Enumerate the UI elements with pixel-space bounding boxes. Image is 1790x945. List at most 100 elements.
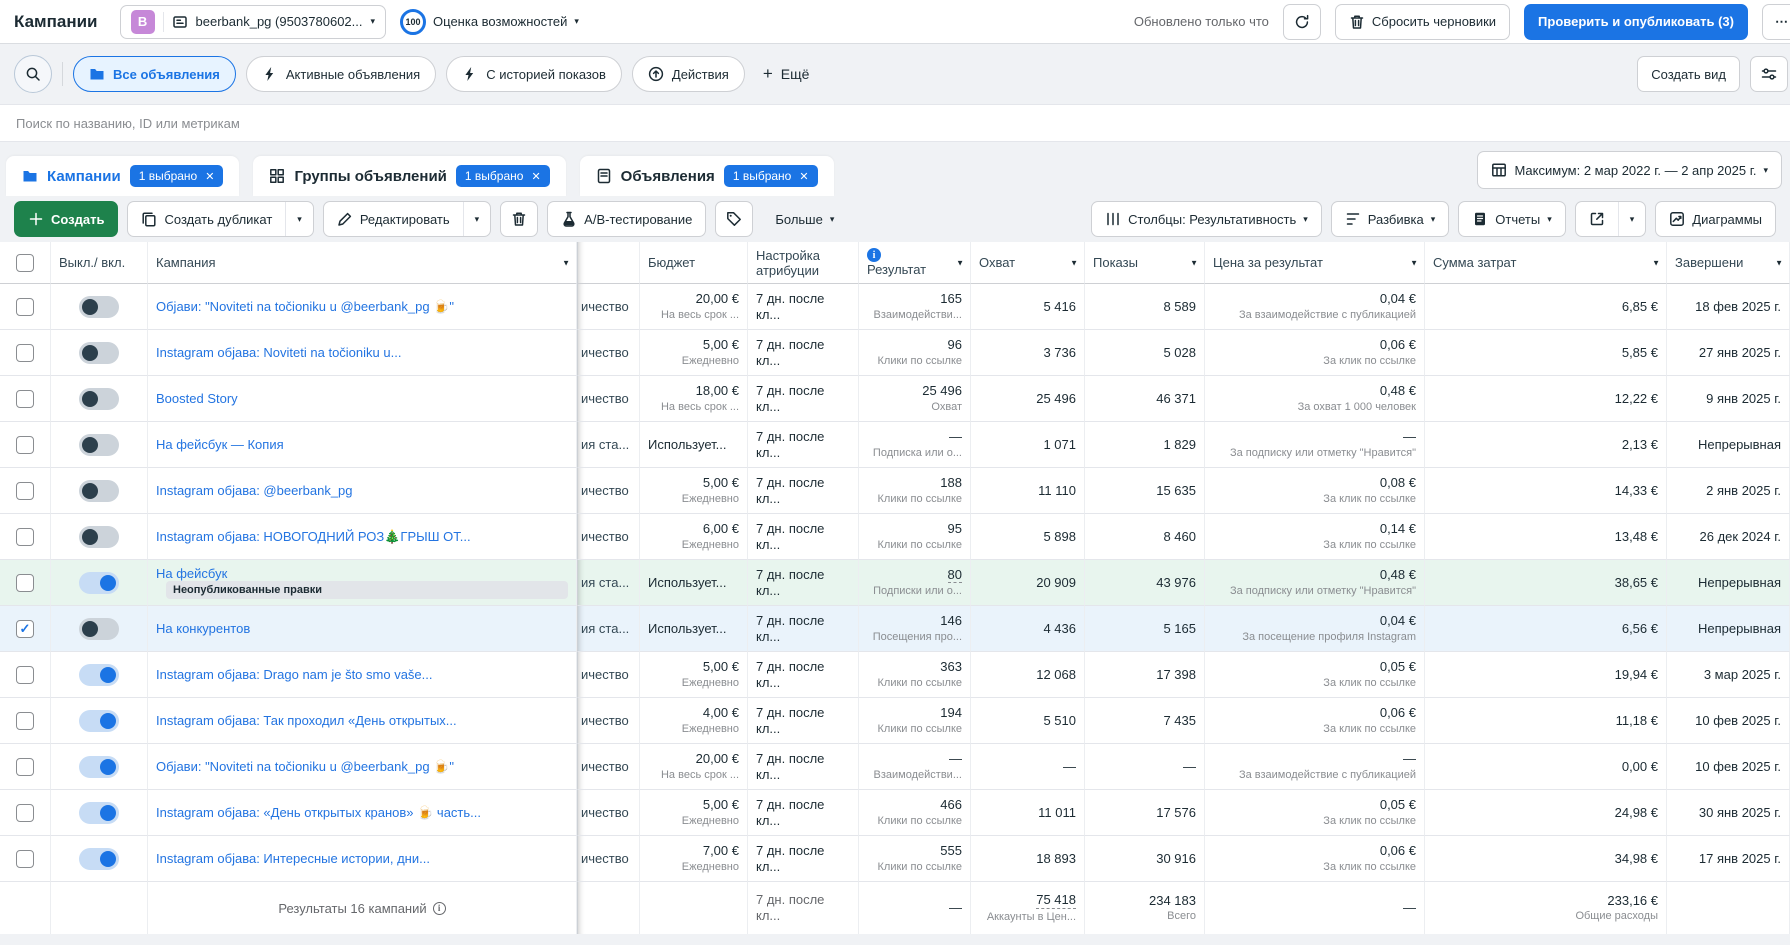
campaign-link[interactable]: Instagram објава: «День открытых кранов»… — [156, 805, 568, 821]
campaign-toggle[interactable] — [79, 526, 119, 548]
sort-icon[interactable]: ▼ — [562, 258, 570, 267]
campaign-link[interactable]: Instagram објава: Интересные истории, дн… — [156, 851, 568, 866]
filter-pill-2[interactable]: С историей показов — [446, 56, 622, 92]
header-reach[interactable]: Охват▼ — [971, 242, 1085, 284]
header-cut-column — [577, 242, 640, 284]
row-checkbox[interactable] — [16, 436, 34, 454]
filter-pill-0[interactable]: Все объявления — [73, 56, 236, 92]
sort-icon[interactable]: ▼ — [1652, 258, 1660, 267]
create-button[interactable]: Создать — [14, 201, 118, 237]
campaign-link[interactable]: Instagram објава: Так проходил «День отк… — [156, 713, 568, 728]
edit-button[interactable]: Редактировать — [324, 202, 463, 236]
campaign-link[interactable]: На конкурентов — [156, 621, 568, 636]
filter-pill-1[interactable]: Активные объявления — [246, 56, 436, 92]
row-checkbox[interactable] — [16, 390, 34, 408]
sort-icon[interactable]: ▼ — [1775, 258, 1783, 267]
campaign-link[interactable]: Објави: "Noviteti na točioniku u @beerba… — [156, 759, 568, 775]
reach-cell: 3 736 — [971, 330, 1085, 376]
tab-campaigns[interactable]: Кампании1 выбрано✕ — [6, 156, 239, 196]
filter-pill-3[interactable]: Действия — [632, 56, 745, 92]
campaign-toggle[interactable] — [79, 388, 119, 410]
campaign-link[interactable]: На фейсбук — [156, 566, 568, 581]
tab-ads[interactable]: Объявления1 выбрано✕ — [580, 156, 834, 196]
reports-button[interactable]: Отчеты ▾ — [1458, 201, 1565, 237]
cpr-cell: 0,06 €За клик по ссылке — [1205, 698, 1425, 744]
more-filters-button[interactable]: + Ещё — [755, 64, 818, 84]
tag-button[interactable] — [715, 201, 753, 237]
campaign-link[interactable]: Instagram објава: @beerbank_pg — [156, 483, 568, 498]
campaign-link[interactable]: Instagram објава: Drago nam je što smo v… — [156, 667, 568, 682]
row-checkbox[interactable] — [16, 298, 34, 316]
header-end[interactable]: Завершени▼ — [1667, 242, 1790, 284]
campaign-toggle[interactable] — [79, 434, 119, 456]
campaign-toggle[interactable] — [79, 296, 119, 318]
header-campaign[interactable]: Кампания▼ — [148, 242, 577, 284]
campaign-link[interactable]: Instagram објава: Noviteti na točioniku … — [156, 345, 568, 360]
delete-button[interactable] — [500, 201, 538, 237]
campaign-toggle[interactable] — [79, 618, 119, 640]
sort-icon[interactable]: ▼ — [1070, 258, 1078, 267]
refresh-button[interactable] — [1283, 4, 1321, 40]
campaign-toggle[interactable] — [79, 710, 119, 732]
campaign-link[interactable]: На фейсбук — Копия — [156, 437, 568, 452]
search-input[interactable] — [0, 105, 1790, 141]
publish-button[interactable]: Проверить и опубликовать (3) — [1524, 4, 1748, 40]
duplicate-button[interactable]: Создать дубликат — [128, 202, 285, 236]
export-dropdown-button[interactable]: ▾ — [1619, 202, 1646, 236]
discard-drafts-button[interactable]: Сбросить черновики — [1335, 4, 1510, 40]
sort-icon[interactable]: ▼ — [1410, 258, 1418, 267]
row-checkbox[interactable] — [16, 758, 34, 776]
chevron-down-icon: ▾ — [1303, 215, 1308, 224]
row-checkbox[interactable] — [16, 528, 34, 546]
row-checkbox[interactable] — [16, 482, 34, 500]
badge-close-icon[interactable]: ✕ — [205, 170, 214, 183]
header-impressions[interactable]: Показы▼ — [1085, 242, 1205, 284]
campaign-toggle[interactable] — [79, 342, 119, 364]
campaign-toggle[interactable] — [79, 756, 119, 778]
charts-button[interactable]: Диаграммы — [1655, 201, 1776, 237]
ab-test-button[interactable]: А/B-тестирование — [547, 201, 706, 237]
table-row: Instagram објава: Интересные истории, дн… — [0, 836, 1790, 882]
header-result[interactable]: i Результат▼ — [859, 242, 971, 284]
sort-icon[interactable]: ▼ — [956, 258, 964, 267]
columns-button[interactable]: Столбцы: Результативность ▾ — [1091, 201, 1322, 237]
tab-adsets[interactable]: Группы объявлений1 выбрано✕ — [253, 156, 565, 196]
edit-dropdown-button[interactable]: ▾ — [464, 202, 491, 236]
campaign-toggle[interactable] — [79, 848, 119, 870]
select-all-checkbox[interactable] — [16, 254, 34, 272]
sort-icon[interactable]: ▼ — [1190, 258, 1198, 267]
row-checkbox[interactable] — [16, 850, 34, 868]
header-spent[interactable]: Сумма затрат▼ — [1425, 242, 1667, 284]
row-checkbox[interactable] — [16, 574, 34, 592]
more-options-button[interactable]: ⋯ — [1762, 4, 1790, 40]
row-checkbox[interactable]: ✓ — [16, 620, 34, 638]
search-filter-button[interactable] — [14, 55, 52, 93]
duplicate-dropdown-button[interactable]: ▾ — [286, 202, 313, 236]
breakdown-button[interactable]: Разбивка ▾ — [1331, 201, 1450, 237]
opportunity-score[interactable]: 100 Оценка возможностей ▾ — [400, 9, 579, 35]
toggle-cell — [51, 836, 148, 882]
create-view-button[interactable]: Создать вид — [1637, 56, 1740, 92]
badge-close-icon[interactable]: ✕ — [531, 170, 540, 183]
campaign-link[interactable]: Објави: "Noviteti na točioniku u @beerba… — [156, 299, 568, 315]
row-checkbox[interactable] — [16, 344, 34, 362]
campaign-link[interactable]: Instagram објава: НОВОГОДНИЙ РОЗ🎄ГРЫШ ОТ… — [156, 529, 568, 545]
row-checkbox[interactable] — [16, 666, 34, 684]
more-actions-button[interactable]: Больше ▾ — [762, 201, 847, 237]
header-attribution[interactable]: Настройка атрибуции — [748, 242, 859, 284]
account-selector[interactable]: B beerbank_pg (9503780602... ▾ — [120, 5, 387, 39]
header-cpr[interactable]: Цена за результат▼ — [1205, 242, 1425, 284]
campaign-toggle[interactable] — [79, 480, 119, 502]
truncated-column-cell: ичество — [577, 376, 640, 422]
row-checkbox[interactable] — [16, 712, 34, 730]
row-checkbox[interactable] — [16, 804, 34, 822]
campaign-toggle[interactable] — [79, 802, 119, 824]
campaign-link[interactable]: Boosted Story — [156, 391, 568, 406]
campaign-toggle[interactable] — [79, 572, 119, 594]
date-range-button[interactable]: Максимум: 2 мар 2022 г. — 2 апр 2025 г. … — [1477, 151, 1782, 189]
campaign-toggle[interactable] — [79, 664, 119, 686]
view-settings-button[interactable] — [1750, 56, 1788, 92]
header-budget[interactable]: Бюджет — [640, 242, 748, 284]
export-button[interactable] — [1576, 202, 1618, 236]
badge-close-icon[interactable]: ✕ — [799, 170, 808, 183]
